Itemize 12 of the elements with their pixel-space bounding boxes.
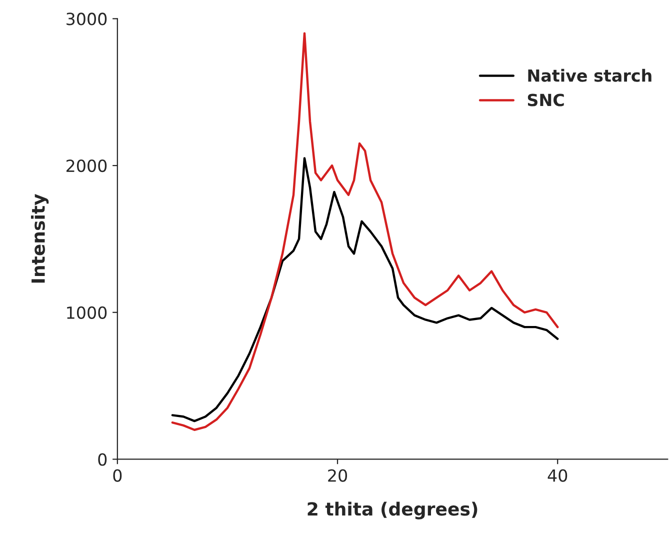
x-axis-title: 2 thita (degrees) bbox=[308, 502, 478, 520]
y-tick-label: 1000 bbox=[67, 306, 107, 319]
line-series bbox=[171, 157, 559, 422]
x-tick-label: 20 bbox=[328, 469, 348, 482]
legend-label: Native starch bbox=[528, 68, 652, 82]
legend-label: SNC bbox=[528, 94, 564, 106]
y-tick-label: 0 bbox=[98, 453, 107, 466]
y-axis-title: Intensity bbox=[31, 194, 49, 283]
x-tick-label: 40 bbox=[548, 469, 568, 482]
y-tick-label: 3000 bbox=[66, 12, 107, 26]
x-tick-label: 0 bbox=[113, 469, 122, 482]
y-tick-label: 2000 bbox=[66, 160, 107, 172]
